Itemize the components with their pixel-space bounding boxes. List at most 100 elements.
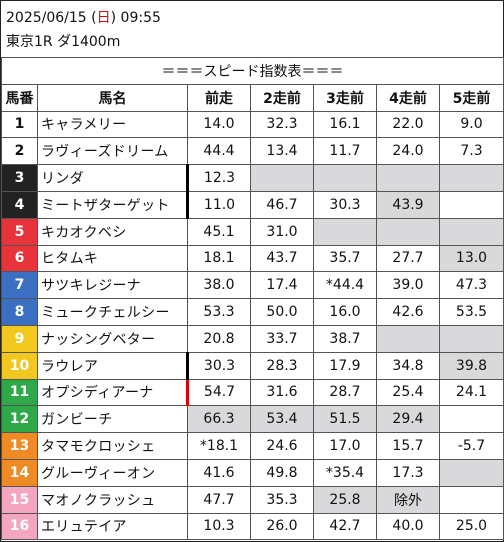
speed-index-3: 38.7 (313, 324, 377, 353)
table-row: 7 サツキレジーナ 38.0 17.4 *44.4 39.0 47.3 (1, 271, 504, 300)
speed-index-4: 29.4 (376, 405, 440, 434)
speed-index-2: 32.3 (250, 110, 314, 139)
speed-index-4: 15.7 (376, 432, 440, 460)
horse-number: 5 (1, 217, 38, 246)
speed-index-5: 25.0 (438, 512, 504, 541)
horse-number: 14 (1, 458, 38, 487)
dow-close: ) (110, 10, 117, 26)
speed-index-4: 22.0 (376, 110, 440, 139)
speed-index-2: 50.0 (250, 298, 314, 326)
speed-index-5: 53.5 (438, 298, 504, 326)
race-date: 2025/06/15 (6, 10, 87, 26)
speed-index-3: 51.5 (313, 405, 377, 434)
speed-index-2: 53.4 (250, 405, 314, 434)
horse-number: 16 (1, 512, 38, 541)
horse-name: ナッシングベター (37, 324, 188, 353)
horse-name: タマモクロッシェ (37, 432, 188, 460)
speed-index-1: 66.3 (187, 405, 251, 434)
horse-name: サツキレジーナ (37, 271, 188, 300)
speed-index-2: 33.7 (250, 324, 314, 353)
speed-index-1: *18.1 (187, 432, 251, 460)
speed-index-5: 7.3 (438, 137, 504, 166)
speed-index-4: 40.0 (376, 512, 440, 541)
speed-index-1: 20.8 (187, 324, 251, 353)
day-of-week: 日 (96, 10, 111, 26)
speed-index-5 (438, 190, 504, 219)
horse-name: ミートザターゲット (37, 190, 189, 219)
table-row: 11 オプシディアーナ 54.7 31.6 28.7 25.4 24.1 (1, 378, 504, 407)
speed-index-4: 25.4 (376, 378, 440, 407)
speed-index-3: 30.3 (313, 190, 377, 219)
horse-number: 12 (1, 405, 38, 434)
speed-index-4: 17.3 (376, 458, 440, 487)
speed-index-1: 10.3 (187, 512, 251, 541)
table-row: 5 キカオクベシ 45.1 31.0 (1, 217, 504, 246)
horse-number: 1 (1, 110, 38, 139)
speed-index-5: -5.7 (438, 432, 504, 460)
speed-index-2: 28.3 (250, 351, 314, 380)
speed-index-1: 14.0 (187, 110, 251, 139)
speed-index-1: 45.1 (187, 217, 251, 246)
speed-index-1: 44.4 (187, 137, 251, 166)
speed-index-4: 除外 (376, 485, 440, 514)
col-header-horse-name: 馬名 (37, 83, 188, 112)
horse-name: グルーヴィーオン (37, 458, 188, 487)
horse-number: 15 (1, 485, 38, 514)
speed-index-5 (438, 217, 504, 246)
speed-index-4 (376, 217, 440, 246)
speed-index-3: 17.9 (313, 351, 377, 380)
horse-name: ラウレア (37, 351, 189, 380)
speed-index-5: 24.1 (438, 378, 504, 407)
speed-index-5: 47.3 (438, 271, 504, 300)
speed-index-2: 26.0 (250, 512, 314, 541)
horse-name: ミュークチェルシー (37, 298, 188, 326)
table-title: ＝＝＝スピード指数表＝＝＝ (0, 57, 504, 85)
table-row: 16 エリュテイア 10.3 26.0 42.7 40.0 25.0 (1, 512, 504, 541)
speed-index-5: 9.0 (438, 110, 504, 139)
table-row: 6 ヒタムキ 18.1 43.7 35.7 27.7 13.0 (1, 244, 504, 273)
speed-index-5 (438, 164, 504, 192)
speed-index-3: *44.4 (313, 271, 377, 300)
speed-index-4: 34.8 (376, 351, 440, 380)
speed-index-3: 42.7 (313, 512, 377, 541)
speed-index-3: 11.7 (313, 137, 377, 166)
col-header-last-race: 前走 (187, 83, 251, 112)
col-header-3-races-ago: 3走前 (313, 83, 377, 112)
speed-index-2: 35.3 (250, 485, 314, 514)
horse-name: キカオクベシ (37, 217, 188, 246)
horse-number: 4 (1, 190, 38, 219)
speed-index-1: 18.1 (187, 244, 251, 273)
speed-index-1: 38.0 (187, 271, 251, 300)
col-header-5-races-ago: 5走前 (438, 83, 504, 112)
speed-index-2: 46.7 (250, 190, 314, 219)
speed-index-2: 31.6 (250, 378, 314, 407)
horse-name: ヒタムキ (37, 244, 188, 273)
speed-index-2 (250, 164, 314, 192)
col-header-number: 馬番 (1, 83, 38, 112)
speed-index-1: 47.7 (187, 485, 251, 514)
speed-index-3 (313, 217, 377, 246)
speed-index-3: 16.0 (313, 298, 377, 326)
horse-number: 3 (1, 164, 38, 192)
table-row: 2 ラヴィーズドリーム 44.4 13.4 11.7 24.0 7.3 (1, 137, 504, 166)
speed-index-4 (376, 164, 440, 192)
speed-index-4: 42.6 (376, 298, 440, 326)
speed-index-2: 13.4 (250, 137, 314, 166)
speed-index-5 (438, 458, 504, 487)
race-info: 東京1R ダ1400m (6, 34, 121, 50)
speed-index-1: 12.3 (187, 164, 251, 192)
horse-number: 13 (1, 432, 38, 460)
speed-index-2: 31.0 (250, 217, 314, 246)
speed-index-3: 35.7 (313, 244, 377, 273)
speed-index-2: 17.4 (250, 271, 314, 300)
horse-number: 6 (1, 244, 38, 273)
table-body: 1 キャラメリー 14.0 32.3 16.1 22.0 9.0 2 ラヴィーズドリーム 44.4… (1, 110, 504, 541)
speed-index-4: 43.9 (376, 190, 440, 219)
horse-name: ラヴィーズドリーム (37, 137, 188, 166)
horse-name: マオノクラッシュ (37, 485, 188, 514)
speed-index-4: 24.0 (376, 137, 440, 166)
horse-name: キャラメリー (37, 110, 188, 139)
horse-name: リンダ (37, 164, 189, 192)
horse-number: 11 (1, 378, 38, 407)
